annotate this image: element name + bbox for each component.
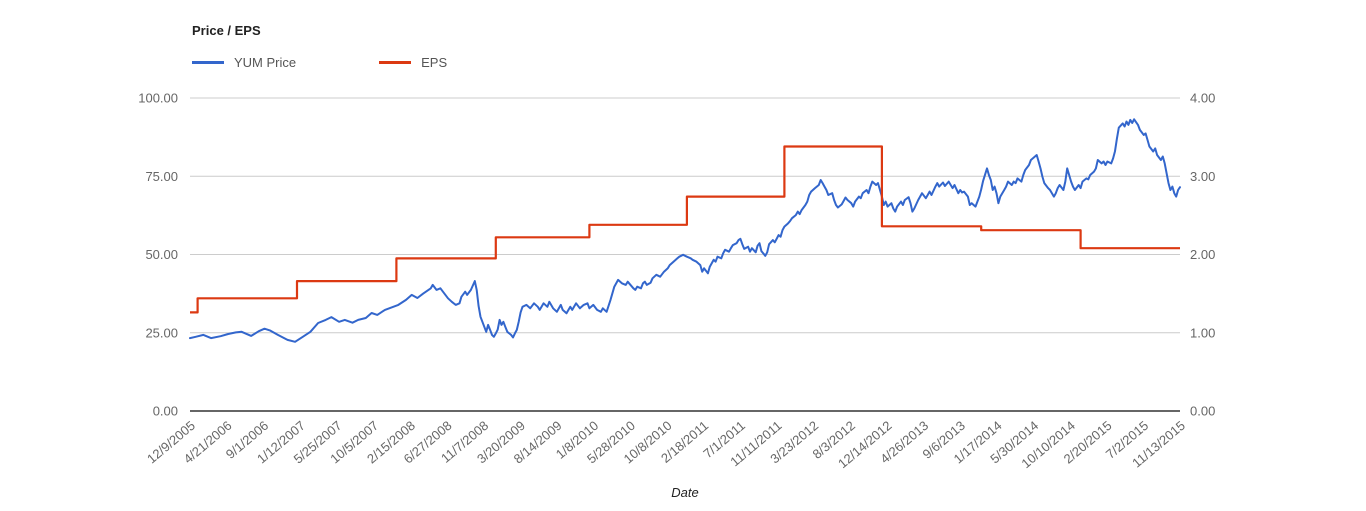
- y-axis-left-tick-label: 100.00: [138, 91, 178, 106]
- y-axis-right-tick-label: 3.00: [1190, 169, 1215, 184]
- eps-line: [190, 145, 1180, 314]
- y-axis-left-tick-label: 25.00: [145, 325, 178, 340]
- chart-title: Price / EPS: [192, 23, 261, 38]
- y-axis-right-tick-label: 0.00: [1190, 404, 1215, 419]
- x-axis-title: Date: [671, 485, 699, 500]
- y-axis-left-tick-label: 75.00: [145, 169, 178, 184]
- y-axis-left-tick-label: 0.00: [153, 404, 178, 419]
- y-axis-left-tick-label: 50.00: [145, 247, 178, 262]
- legend-item-yum-price[interactable]: YUM Price: [192, 55, 296, 70]
- yum-price-line-swatch: [192, 61, 224, 64]
- chart-legend: YUM Price EPS: [192, 55, 447, 70]
- legend-label-eps: EPS: [421, 55, 448, 70]
- legend-label-yum-price: YUM Price: [234, 55, 297, 70]
- yum-price-line: [189, 118, 1181, 343]
- y-axis-right-tick-label: 4.00: [1190, 91, 1215, 106]
- y-axis-right-tick-label: 1.00: [1190, 325, 1215, 340]
- y-axis-right-tick-label: 2.00: [1190, 247, 1215, 262]
- legend-item-eps[interactable]: EPS: [379, 55, 447, 70]
- eps-line-swatch: [379, 61, 412, 64]
